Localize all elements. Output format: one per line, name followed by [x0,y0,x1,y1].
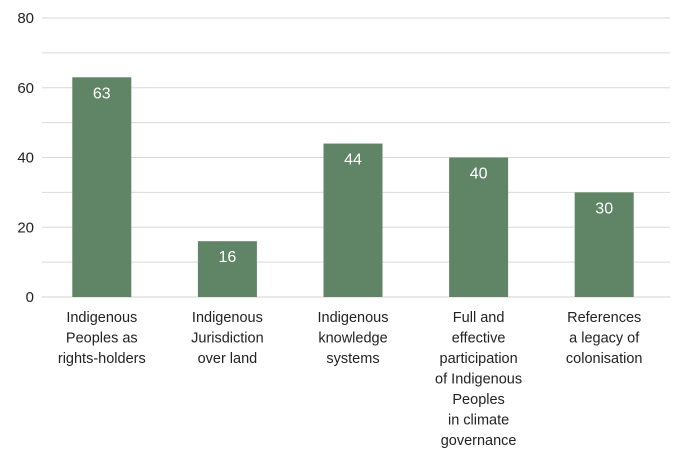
category-label-line: of Indigenous [435,372,522,388]
category-label: Indigenous Peoples as rights-holders [58,310,146,367]
y-tick-label: 20 [17,219,34,236]
category-label-line: Full and [453,310,505,326]
bar [72,77,132,297]
category-label: Full and effective participation of Indigen… [435,310,522,449]
bar-value-label: 40 [470,166,488,183]
category-label-line: Peoples as [66,331,138,347]
bar [449,157,509,297]
category-label: References a legacy of colonisation [566,310,643,367]
y-tick-label: 40 [17,150,34,167]
category-label-line: Jurisdiction [191,331,264,347]
x-axis-categories: Indigenous Peoples as rights-holdersIndige… [58,310,643,449]
category-label-line: a legacy of [569,331,640,347]
category-label-line: colonisation [566,351,643,367]
y-tick-label: 60 [17,80,34,97]
bar-value-label: 16 [219,249,237,266]
bar [323,143,383,297]
y-tick-label: 0 [26,289,34,306]
category-label-line: in climate [448,413,509,429]
bar-value-label: 30 [595,200,613,217]
category-label-line: knowledge [318,331,387,347]
y-tick-label: 80 [17,10,34,27]
category-label: Indigenous Jurisdiction over land [191,310,264,367]
y-axis-ticks: 0 20 40 60 80 [17,10,34,306]
category-label-line: Indigenous [192,310,263,326]
bar-value-label: 44 [344,152,362,169]
category-label: Indigenous knowledge systems [318,310,389,367]
bars [72,77,634,297]
category-label-line: systems [326,351,379,367]
bar [197,241,257,297]
category-label-line: Indigenous [66,310,137,326]
category-label-line: References [567,310,641,326]
category-label-line: participation [440,351,518,367]
data-labels: 63 16 44 40 30 [93,85,613,266]
bar [574,192,634,297]
category-label-line: effective [452,331,506,347]
category-label-line: governance [441,433,517,449]
bar-value-label: 63 [93,85,111,102]
category-label-line: Peoples [452,392,504,408]
category-label-line: over land [198,351,258,367]
category-label-line: Indigenous [318,310,389,326]
category-label-line: rights-holders [58,351,146,367]
